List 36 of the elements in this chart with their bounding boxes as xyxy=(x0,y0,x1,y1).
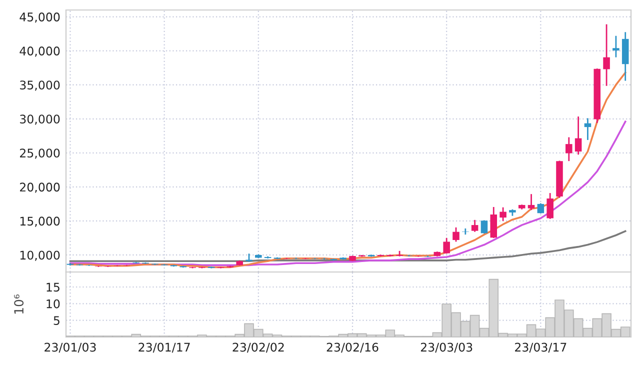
candlestick xyxy=(574,116,582,156)
candlestick xyxy=(528,193,535,211)
candlestick xyxy=(490,206,498,239)
candlestick xyxy=(500,206,506,222)
x-tick-label: 23/02/02 xyxy=(232,342,284,353)
y-axis-title: 10⁶ xyxy=(14,294,24,314)
y-tick-label: 10,000 xyxy=(20,250,60,261)
line-series xyxy=(69,230,626,262)
y-tick-label: 35,000 xyxy=(20,80,60,91)
candlestick xyxy=(603,24,610,87)
y-tick-label: 15,000 xyxy=(20,216,60,227)
y-tick-label: 40,000 xyxy=(20,46,60,57)
y-tick-label: 5 xyxy=(54,316,60,325)
y-tick-label: 25,000 xyxy=(20,148,60,159)
candlestick xyxy=(537,202,544,214)
y-tick-label: 20,000 xyxy=(20,182,60,193)
x-tick-label: 23/01/17 xyxy=(138,342,190,353)
x-tick-label: 23/03/17 xyxy=(515,342,566,353)
candlestick xyxy=(480,220,488,234)
y-tick-label: 10 xyxy=(46,299,60,308)
candlestick xyxy=(584,118,592,141)
x-tick-label: 23/02/16 xyxy=(326,342,378,353)
candlestick xyxy=(566,136,572,162)
y-tick-label: 30,000 xyxy=(20,114,60,125)
candlestick xyxy=(612,35,620,58)
candlestick xyxy=(546,192,554,220)
y-tick-label: 15 xyxy=(46,282,60,292)
candlestick xyxy=(471,219,478,233)
line-series xyxy=(69,120,626,266)
candlestick xyxy=(462,228,469,236)
x-tick-label: 23/01/03 xyxy=(44,342,96,353)
x-tick-label: 23/03/03 xyxy=(420,342,472,353)
candlestick xyxy=(443,237,450,254)
line-series xyxy=(69,72,626,268)
candlestick xyxy=(452,226,460,242)
y-tick-label: 45,000 xyxy=(20,12,60,23)
